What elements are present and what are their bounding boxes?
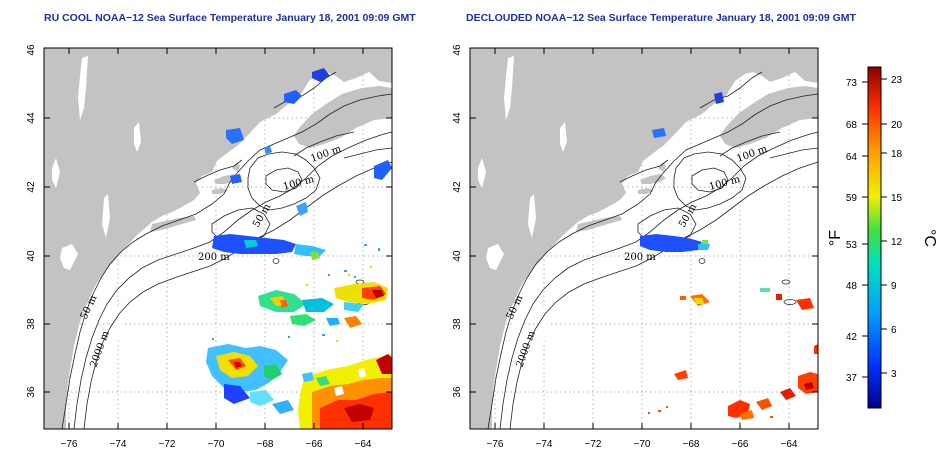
fahrenheit-tick: 73 — [846, 78, 858, 89]
y-tick-label: 36 — [26, 386, 37, 398]
left-map: 100 m 100 m 50 m 200 m 50 m 2000 m — [43, 47, 393, 430]
x-tick-label: −76 — [61, 439, 78, 450]
celsius-unit-label: °C — [921, 229, 938, 247]
y-tick-label: 46 — [26, 44, 37, 56]
x-tick-label: −72 — [585, 439, 602, 450]
x-tick-label: −70 — [634, 439, 651, 450]
celsius-tick: 15 — [891, 193, 903, 204]
y-tick-label: 40 — [26, 250, 37, 262]
y-tick-label: 46 — [452, 44, 463, 56]
x-tick-label: −66 — [306, 439, 323, 450]
left-sst-data — [206, 68, 392, 429]
fahrenheit-unit-label: °F — [827, 230, 844, 246]
fahrenheit-tick: 53 — [846, 240, 858, 251]
left-map-title: RU COOL NOAA−12 Sea Surface Temperature … — [44, 12, 416, 24]
y-tick-label: 38 — [452, 318, 463, 330]
contour-label-200m-right: 200 m — [624, 252, 656, 263]
fahrenheit-tick: 68 — [846, 120, 858, 131]
x-tick-label: −74 — [536, 439, 553, 450]
y-tick-label: 44 — [26, 112, 37, 124]
right-x-axis: −76 −74 −72 −70 −68 −66 −64 — [487, 439, 798, 450]
fahrenheit-tick: 37 — [846, 373, 858, 384]
fahrenheit-tick: 64 — [846, 152, 858, 163]
fahrenheit-tick: 48 — [846, 281, 858, 292]
celsius-tick: 20 — [891, 120, 903, 131]
celsius-tick: 6 — [891, 325, 897, 336]
y-tick-label: 40 — [452, 250, 463, 262]
y-tick-label: 42 — [26, 181, 37, 193]
x-tick-label: −76 — [487, 439, 504, 450]
x-tick-label: −64 — [781, 439, 798, 450]
celsius-tick: 18 — [891, 149, 903, 160]
contour-label-200m: 200 m — [198, 252, 230, 263]
right-y-axis: 36 38 40 42 44 46 — [452, 44, 463, 398]
color-scale: 73 68 64 59 53 48 42 37 23 20 18 15 12 9… — [827, 66, 938, 409]
right-map-title: DECLOUDED NOAA−12 Sea Surface Temperatur… — [466, 12, 856, 24]
y-tick-label: 44 — [452, 112, 463, 124]
y-tick-label: 36 — [452, 386, 463, 398]
fahrenheit-tick: 59 — [846, 193, 858, 204]
left-x-axis: −76 −74 −72 −70 −68 −66 −64 — [61, 439, 372, 450]
color-scale-bar — [867, 66, 882, 409]
right-sst-data — [640, 92, 818, 420]
right-map: 100 m 100 m 50 m 200 m 50 m 2000 m — [469, 47, 819, 430]
fahrenheit-tick: 42 — [846, 332, 858, 343]
left-y-axis: 36 38 40 42 44 46 — [26, 44, 37, 398]
celsius-tick: 12 — [891, 237, 903, 248]
celsius-tick: 9 — [891, 281, 897, 292]
x-tick-label: −70 — [208, 439, 225, 450]
x-tick-label: −68 — [683, 439, 700, 450]
x-tick-label: −66 — [732, 439, 749, 450]
y-tick-label: 42 — [452, 181, 463, 193]
y-tick-label: 38 — [26, 318, 37, 330]
x-tick-label: −74 — [110, 439, 127, 450]
celsius-tick: 23 — [891, 75, 903, 86]
x-tick-label: −64 — [355, 439, 372, 450]
x-tick-label: −72 — [159, 439, 176, 450]
celsius-tick: 3 — [891, 369, 897, 380]
x-tick-label: −68 — [257, 439, 274, 450]
